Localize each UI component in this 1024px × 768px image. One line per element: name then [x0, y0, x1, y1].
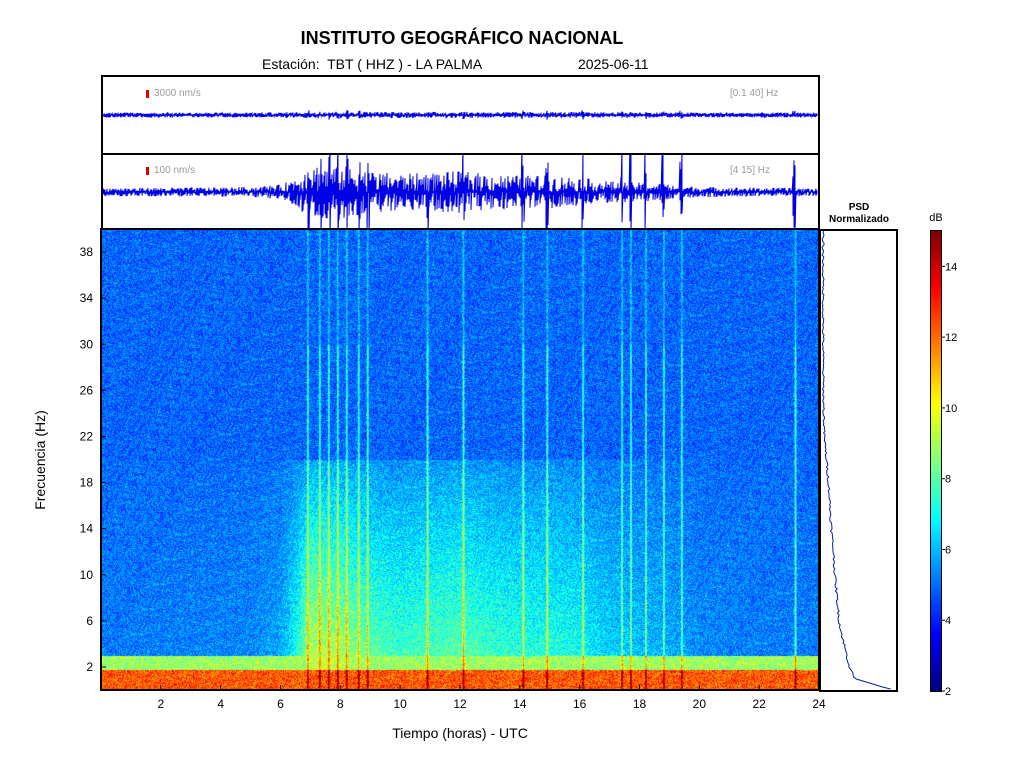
psd-title: PSD Normalizado — [820, 202, 898, 226]
y-tick-label: 38 — [80, 245, 94, 259]
x-tick-label: 18 — [633, 697, 647, 711]
psd-title-line2: Normalizado — [828, 214, 889, 225]
psd-curve — [821, 231, 891, 690]
colorbar-tick-label: 10 — [945, 403, 957, 415]
psd-panel — [819, 229, 898, 692]
x-tick-label: 10 — [393, 697, 407, 711]
colorbar — [930, 230, 942, 692]
station-label: Estación: TBT ( HHZ ) - LA PALMA — [262, 56, 483, 72]
trace-1-scale-label: 3000 nm/s — [154, 88, 201, 99]
x-tick-label: 24 — [812, 697, 826, 711]
trace-1-band-label: [0.1 40] Hz — [730, 88, 779, 99]
x-axis-label: Tiempo (horas) - UTC — [392, 725, 528, 741]
filtered-trace — [103, 155, 818, 229]
page-title: INSTITUTO GEOGRÁFICO NACIONAL — [300, 28, 624, 48]
x-tick-label: 6 — [277, 697, 284, 711]
colorbar-tick-label: 12 — [945, 332, 957, 344]
spectrogram-heatmap — [101, 229, 819, 690]
broadband-trace — [103, 110, 818, 120]
trace-2-band-label: [4 15] Hz — [730, 165, 771, 176]
colorbar-tick-label: 14 — [945, 261, 957, 273]
y-tick-label: 22 — [80, 429, 94, 443]
filtered-trace-panel: 100 nm/s [4 15] Hz — [101, 153, 820, 231]
colorbar-tick-label: 4 — [945, 615, 951, 627]
y-tick-label: 30 — [80, 337, 94, 351]
trace-2-scale-label: 100 nm/s — [154, 165, 196, 176]
x-tick-label: 16 — [573, 697, 587, 711]
x-tick-label: 8 — [337, 697, 344, 711]
x-tick-label: 22 — [752, 697, 766, 711]
y-tick-label: 14 — [80, 522, 94, 536]
scale-bar-1 — [146, 90, 149, 98]
y-tick-label: 26 — [80, 383, 94, 397]
x-tick-label: 2 — [157, 697, 164, 711]
y-axis-label: Frecuencia (Hz) — [32, 410, 48, 510]
y-tick-label: 6 — [86, 614, 93, 628]
x-tick-label: 14 — [513, 697, 527, 711]
y-tick-label: 10 — [80, 568, 94, 582]
x-tick-label: 4 — [217, 697, 224, 711]
colorbar-tick-label: 6 — [945, 544, 951, 556]
scale-bar-2 — [146, 167, 149, 175]
x-tick-label: 12 — [453, 697, 467, 711]
psd-title-line1: PSD — [848, 202, 870, 213]
colorbar-unit: dB — [929, 212, 943, 224]
colorbar-tick-label: 8 — [945, 474, 951, 486]
y-tick-label: 34 — [80, 291, 94, 305]
date-label: 2025-06-11 — [578, 56, 649, 72]
y-tick-label: 18 — [80, 476, 94, 490]
colorbar-tick-label: 2 — [945, 686, 951, 698]
y-tick-label: 2 — [86, 660, 93, 674]
x-tick-label: 20 — [693, 697, 707, 711]
